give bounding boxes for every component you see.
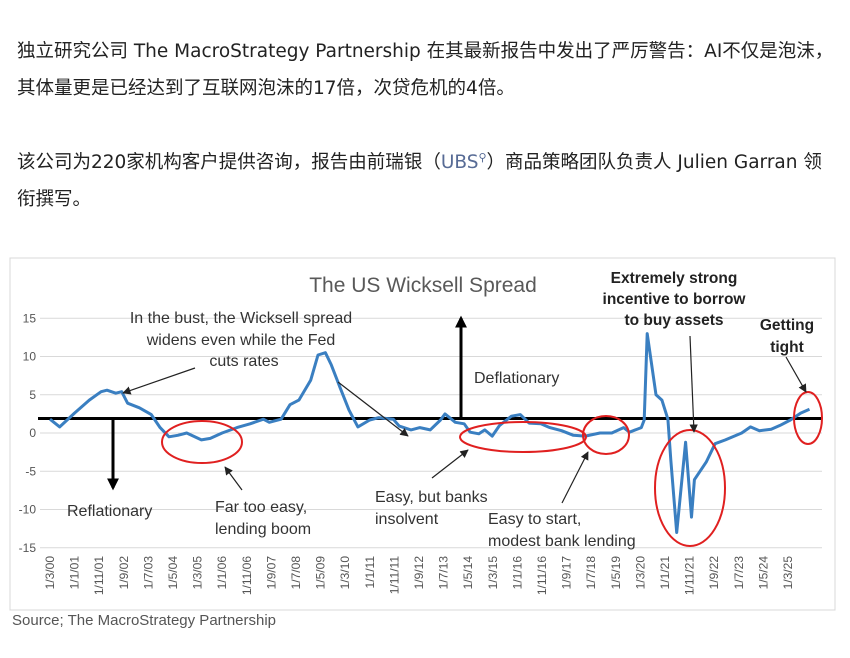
- chart-frame: [9, 257, 836, 611]
- x-tick-label: 1/7/18: [584, 556, 598, 590]
- x-tick-label: 1/7/23: [732, 556, 746, 590]
- x-tick-label: 1/5/14: [461, 556, 475, 590]
- y-tick-label: 10: [23, 350, 37, 364]
- svg-text:Getting: Getting: [760, 317, 814, 334]
- y-tick-label: -15: [19, 541, 37, 555]
- x-tick-label: 1/1/01: [68, 556, 82, 590]
- svg-text:tight: tight: [770, 339, 804, 356]
- x-tick-label: 1/5/24: [756, 556, 770, 590]
- annotation-bust: In the bust, the Wicksell spread widens …: [130, 310, 352, 370]
- x-tick-label: 1/3/00: [43, 556, 57, 590]
- x-tick-label: 1/5/09: [314, 556, 328, 590]
- svg-text:cuts rates: cuts rates: [209, 353, 278, 370]
- svg-text:widens even while the Fed: widens even while the Fed: [146, 332, 336, 349]
- annotation-extremely-strong: Extremely strong incentive to borrow to …: [603, 270, 747, 329]
- highlight-ellipse: [161, 420, 243, 464]
- chart-source: Source; The MacroStrategy Partnership: [12, 612, 276, 629]
- x-tick-label: 1/3/15: [486, 556, 500, 590]
- x-tick-label: 1/11/11: [387, 556, 401, 595]
- y-tick-label: -5: [25, 464, 36, 478]
- highlight-ellipse: [582, 415, 630, 455]
- annotation-deflationary: Deflationary: [474, 370, 559, 387]
- para2-text-before: 该公司为220家机构客户提供咨询，报告由前瑞银（: [17, 152, 441, 174]
- series-line: [49, 332, 811, 534]
- annotation-arrow: [785, 356, 807, 393]
- svg-text:incentive to borrow: incentive to borrow: [603, 291, 747, 308]
- x-tick-label: 1/5/19: [609, 556, 623, 590]
- annotation-far-too-easy: Far too easy, lending boom: [215, 499, 311, 538]
- article-paragraph-1: 独立研究公司 The MacroStrategy Partnership 在其最…: [17, 41, 834, 99]
- svg-text:modest bank lending: modest bank lending: [488, 533, 636, 550]
- x-tick-label: 1/11/16: [535, 556, 549, 595]
- svg-text:lending boom: lending boom: [215, 521, 311, 538]
- x-tick-label: 1/11/21: [683, 556, 697, 595]
- x-tick-label: 1/9/07: [264, 556, 278, 590]
- x-tick-label: 1/7/13: [437, 556, 451, 590]
- annotation-arrow: [431, 449, 469, 479]
- annotation-easy-start: Easy to start, modest bank lending: [488, 511, 636, 550]
- x-tick-label: 1/9/12: [412, 556, 426, 590]
- chart-title: The US Wicksell Spread: [309, 274, 537, 297]
- x-tick-label: 1/3/10: [338, 556, 352, 590]
- highlight-ellipse: [459, 421, 587, 453]
- article-paragraph-2: 该公司为220家机构客户提供咨询，报告由前瑞银（UBS⚲）商品策略团队负责人 J…: [17, 139, 837, 218]
- y-tick-label: 5: [29, 388, 36, 402]
- svg-text:to buy assets: to buy assets: [624, 312, 723, 329]
- x-tick-label: 1/9/22: [707, 556, 721, 590]
- y-tick-label: 0: [29, 426, 36, 440]
- y-tick-label: -10: [19, 503, 37, 517]
- x-tick-label: 1/11/01: [92, 556, 106, 595]
- x-tick-label: 1/3/20: [633, 556, 647, 590]
- x-tick-label: 1/1/06: [215, 556, 229, 590]
- annotation-arrow: [689, 335, 698, 433]
- x-tick-label: 1/11/06: [240, 556, 254, 595]
- x-tick-label: 1/7/03: [141, 556, 155, 590]
- x-tick-label: 1/5/04: [166, 556, 180, 590]
- y-tick-label: 15: [23, 311, 37, 325]
- annotation-arrow: [561, 451, 589, 504]
- ubs-link[interactable]: UBS: [440, 152, 479, 174]
- x-tick-label: 1/1/11: [363, 556, 377, 589]
- highlight-ellipse: [793, 391, 823, 445]
- svg-text:Easy to start,: Easy to start,: [488, 511, 581, 528]
- annotation-easy-insolvent: Easy, but banks insolvent: [375, 489, 488, 528]
- x-tick-label: 1/3/25: [781, 556, 795, 590]
- svg-text:insolvent: insolvent: [375, 511, 439, 528]
- annotation-getting-tight: Getting tight: [760, 317, 814, 356]
- x-tick-label: 1/3/05: [191, 556, 205, 590]
- svg-text:In the bust, the Wicksell spre: In the bust, the Wicksell spread: [130, 310, 352, 327]
- annotation-arrow: [337, 381, 409, 437]
- annotation-arrow: [224, 466, 243, 491]
- annotation-arrow: [122, 367, 196, 395]
- x-tick-label: 1/1/21: [658, 556, 672, 590]
- x-tick-label: 1/7/08: [289, 556, 303, 590]
- x-tick-label: 1/9/17: [560, 556, 574, 590]
- annotation-reflationary: Reflationary: [67, 503, 152, 520]
- svg-text:Easy, but banks: Easy, but banks: [375, 489, 488, 506]
- x-tick-label: 1/1/16: [510, 556, 524, 590]
- para2-text-after: ）商品策略团队负责人 Julien Garran 领衔撰写。: [17, 152, 822, 211]
- svg-text:Far too easy,: Far too easy,: [215, 499, 307, 516]
- svg-text:Extremely strong: Extremely strong: [611, 270, 738, 287]
- search-icon[interactable]: ⚲: [478, 151, 487, 164]
- x-tick-label: 1/9/02: [117, 556, 131, 590]
